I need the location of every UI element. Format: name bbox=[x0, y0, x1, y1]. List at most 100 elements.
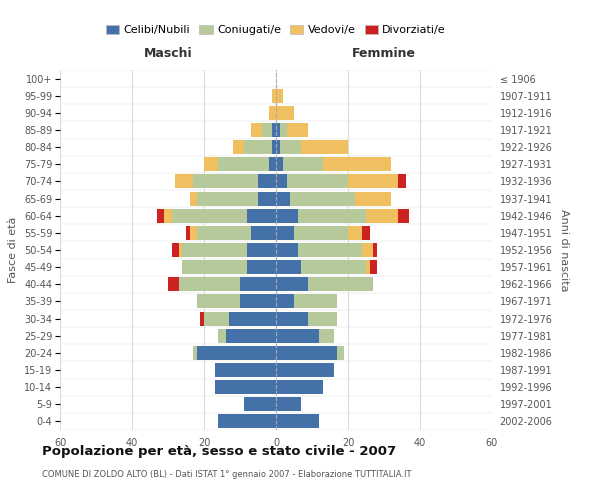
Bar bbox=[276, 174, 287, 188]
Bar bbox=[244, 140, 272, 154]
Bar bbox=[348, 226, 362, 240]
Bar bbox=[251, 123, 262, 137]
Bar bbox=[348, 174, 398, 188]
Bar bbox=[190, 226, 197, 240]
Y-axis label: Fasce di età: Fasce di età bbox=[8, 217, 19, 283]
Bar bbox=[355, 192, 391, 205]
Legend: Celibi/Nubili, Coniugati/e, Vedovi/e, Divorziati/e: Celibi/Nubili, Coniugati/e, Vedovi/e, Di… bbox=[101, 20, 451, 40]
Bar bbox=[233, 140, 244, 154]
Bar bbox=[269, 158, 276, 172]
Bar bbox=[193, 174, 258, 188]
Bar bbox=[164, 208, 172, 222]
Bar bbox=[197, 294, 240, 308]
Bar bbox=[276, 278, 308, 291]
Bar bbox=[197, 346, 276, 360]
Bar bbox=[247, 260, 276, 274]
Bar bbox=[308, 312, 337, 326]
Bar bbox=[276, 192, 290, 205]
Bar bbox=[276, 380, 323, 394]
Bar bbox=[276, 346, 337, 360]
Bar bbox=[215, 363, 276, 377]
Text: Popolazione per età, sesso e stato civile - 2007: Popolazione per età, sesso e stato civil… bbox=[42, 445, 396, 458]
Bar bbox=[218, 414, 276, 428]
Bar bbox=[276, 88, 283, 102]
Bar bbox=[218, 328, 226, 342]
Bar bbox=[247, 243, 276, 257]
Bar bbox=[244, 398, 276, 411]
Text: Maschi: Maschi bbox=[143, 46, 193, 60]
Bar bbox=[398, 174, 406, 188]
Bar bbox=[323, 158, 391, 172]
Text: COMUNE DI ZOLDO ALTO (BL) - Dati ISTAT 1° gennaio 2007 - Elaborazione TUTTITALIA: COMUNE DI ZOLDO ALTO (BL) - Dati ISTAT 1… bbox=[42, 470, 412, 479]
Bar bbox=[276, 243, 298, 257]
Bar bbox=[182, 260, 247, 274]
Bar bbox=[215, 380, 276, 394]
Bar bbox=[218, 158, 269, 172]
Bar bbox=[301, 140, 348, 154]
Bar bbox=[204, 158, 218, 172]
Bar bbox=[172, 208, 247, 222]
Bar bbox=[276, 398, 301, 411]
Y-axis label: Anni di nascita: Anni di nascita bbox=[559, 209, 569, 291]
Text: Femmine: Femmine bbox=[352, 46, 416, 60]
Bar bbox=[193, 346, 197, 360]
Bar bbox=[272, 123, 276, 137]
Bar bbox=[179, 243, 182, 257]
Bar bbox=[276, 158, 283, 172]
Bar bbox=[366, 260, 370, 274]
Bar bbox=[276, 123, 280, 137]
Bar bbox=[280, 140, 301, 154]
Bar bbox=[247, 208, 276, 222]
Bar bbox=[294, 294, 337, 308]
Bar bbox=[269, 106, 276, 120]
Bar bbox=[337, 346, 344, 360]
Bar bbox=[276, 226, 294, 240]
Bar bbox=[276, 260, 301, 274]
Bar bbox=[262, 123, 272, 137]
Bar bbox=[272, 140, 276, 154]
Bar bbox=[204, 312, 229, 326]
Bar bbox=[276, 414, 319, 428]
Bar bbox=[276, 208, 298, 222]
Bar bbox=[280, 123, 287, 137]
Bar bbox=[370, 260, 377, 274]
Bar bbox=[182, 243, 247, 257]
Bar bbox=[287, 174, 348, 188]
Bar bbox=[298, 243, 362, 257]
Bar bbox=[258, 192, 276, 205]
Bar bbox=[290, 192, 355, 205]
Bar bbox=[157, 208, 164, 222]
Bar bbox=[294, 226, 348, 240]
Bar bbox=[197, 226, 251, 240]
Bar bbox=[276, 363, 334, 377]
Bar bbox=[398, 208, 409, 222]
Bar bbox=[276, 106, 294, 120]
Bar bbox=[258, 174, 276, 188]
Bar bbox=[298, 208, 366, 222]
Bar bbox=[229, 312, 276, 326]
Bar bbox=[175, 174, 193, 188]
Bar bbox=[308, 278, 373, 291]
Bar bbox=[301, 260, 366, 274]
Bar bbox=[283, 158, 323, 172]
Bar bbox=[179, 278, 240, 291]
Bar bbox=[251, 226, 276, 240]
Bar bbox=[276, 312, 308, 326]
Bar bbox=[226, 328, 276, 342]
Bar bbox=[362, 226, 370, 240]
Bar bbox=[276, 328, 319, 342]
Bar bbox=[276, 294, 294, 308]
Bar bbox=[186, 226, 190, 240]
Bar bbox=[366, 208, 398, 222]
Bar bbox=[276, 140, 280, 154]
Bar bbox=[197, 192, 258, 205]
Bar bbox=[240, 294, 276, 308]
Bar bbox=[168, 278, 179, 291]
Bar bbox=[240, 278, 276, 291]
Bar bbox=[319, 328, 334, 342]
Bar bbox=[200, 312, 204, 326]
Bar bbox=[172, 243, 179, 257]
Bar bbox=[287, 123, 308, 137]
Bar bbox=[362, 243, 373, 257]
Bar bbox=[272, 88, 276, 102]
